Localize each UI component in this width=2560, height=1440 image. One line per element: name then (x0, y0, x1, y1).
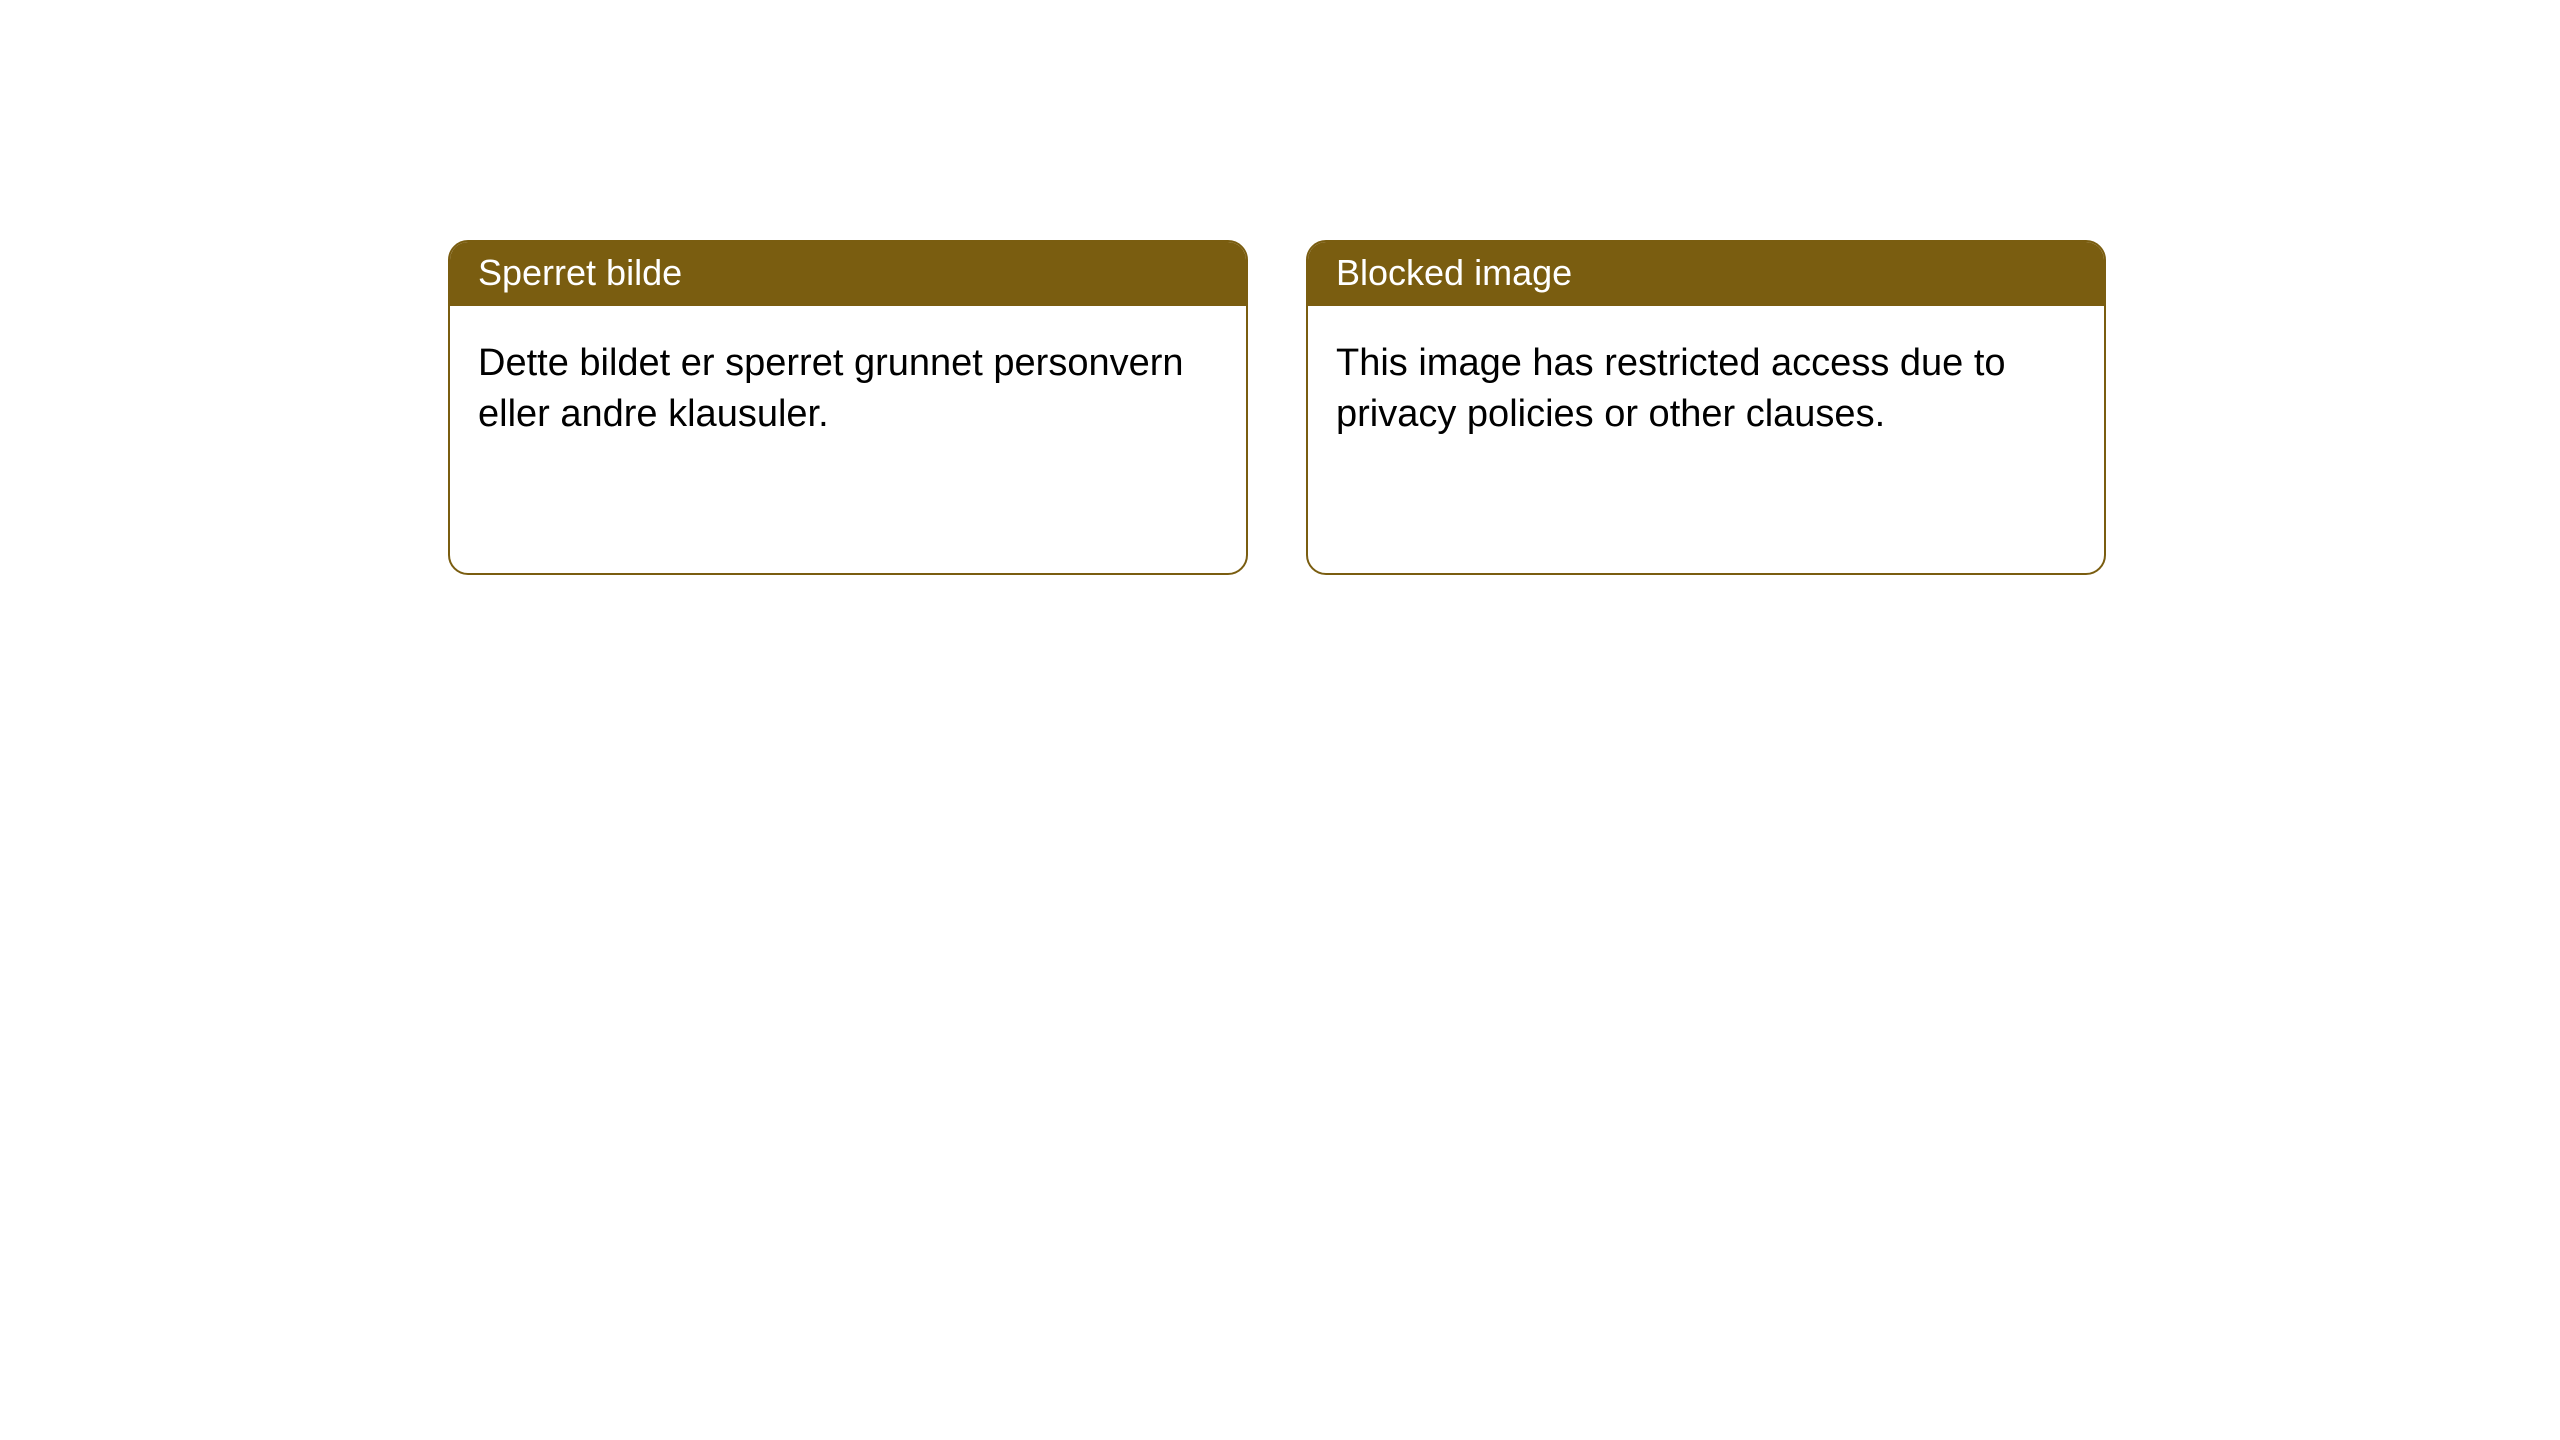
card-header-no: Sperret bilde (450, 242, 1246, 306)
card-header-text-en: Blocked image (1336, 252, 1572, 293)
card-body-no: Dette bildet er sperret grunnet personve… (450, 306, 1246, 473)
blocked-image-card-no: Sperret bilde Dette bildet er sperret gr… (448, 240, 1248, 575)
card-body-text-no: Dette bildet er sperret grunnet personve… (478, 342, 1184, 435)
card-header-text-no: Sperret bilde (478, 252, 682, 293)
card-header-en: Blocked image (1308, 242, 2104, 306)
blocked-image-card-en: Blocked image This image has restricted … (1306, 240, 2106, 575)
card-body-en: This image has restricted access due to … (1308, 306, 2104, 473)
card-body-text-en: This image has restricted access due to … (1336, 342, 2006, 435)
notice-container: Sperret bilde Dette bildet er sperret gr… (448, 240, 2106, 575)
